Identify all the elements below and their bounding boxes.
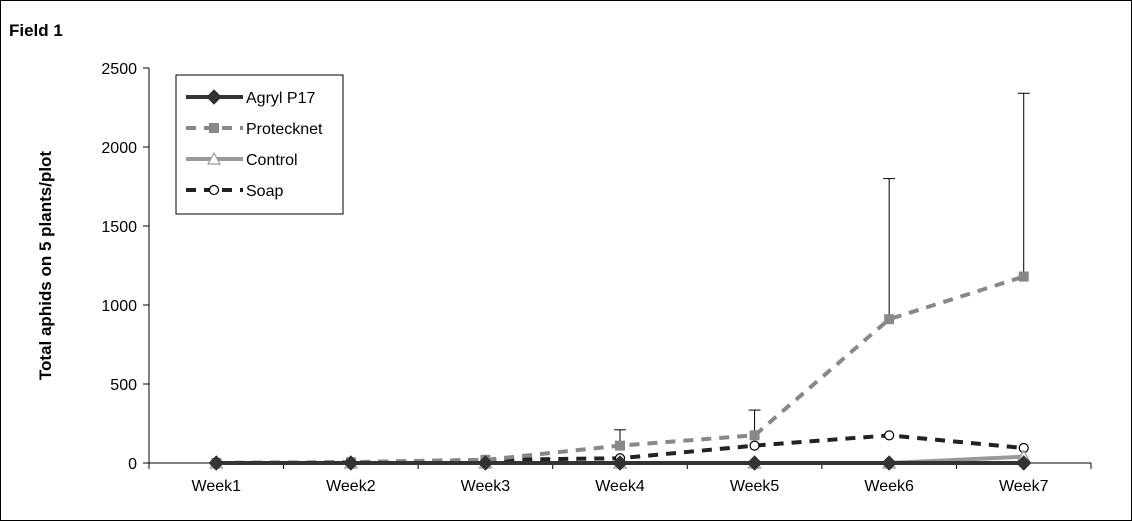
y-axis-title: Total aphids on 5 plants/plot [36,151,55,381]
data-point-protecknet [1018,271,1029,282]
x-ticks: Week1 Week2 Week3 Week4 Week5 Week6 Week7 [148,463,1092,495]
data-point-protecknet [615,440,625,451]
legend-item-protecknet: Protecknet [186,121,323,138]
x-tick-label: Week2 [326,478,376,495]
data-point-agryl-p17 [208,455,224,471]
legend-marker [206,89,222,105]
series-agryl-p17 [208,455,1032,471]
x-tick-label: Week5 [730,478,780,495]
legend-item-soap: Soap [186,183,283,200]
data-point-soap [749,440,760,451]
chart-title: Field 1 [9,21,63,40]
legend-label: Protecknet [246,121,323,138]
data-point-agryl-p17 [343,455,359,471]
legend-marker [208,184,220,196]
data-point-agryl-p17 [612,455,628,471]
y-ticks: 0 500 1000 1500 2000 2500 [101,61,149,473]
data-point-soap [884,430,895,441]
series-layer [208,271,1032,471]
legend-marker [209,123,219,133]
y-tick-label: 0 [128,456,137,473]
y-tick-label: 2500 [101,61,137,78]
y-tick-label: 1500 [101,219,137,236]
legend-marker [206,151,222,165]
error-bars [614,92,1030,446]
x-tick-label: Week1 [192,478,242,495]
legend: Agryl P17 Protecknet Control Soap [175,74,344,215]
data-point-protecknet [749,430,760,441]
legend-label: Control [246,152,298,169]
data-point-agryl-p17 [477,455,494,471]
x-tick-label: Week4 [595,478,645,495]
data-point-agryl-p17 [881,455,897,471]
x-tick-label: Week6 [864,478,914,495]
legend-item-control: Control [186,151,298,169]
data-point-agryl-p17 [1016,455,1032,471]
y-tick-label: 1000 [101,298,137,315]
data-point-agryl-p17 [746,455,763,471]
y-tick-label: 500 [110,377,137,394]
legend-label: Agryl P17 [246,90,315,107]
x-tick-label: Week7 [999,478,1049,495]
data-point-protecknet [884,314,895,325]
x-tick-label: Week3 [461,478,511,495]
y-tick-label: 2000 [101,140,137,157]
legend-item-agryl-p17: Agryl P17 [186,89,315,107]
legend-label: Soap [246,183,283,200]
